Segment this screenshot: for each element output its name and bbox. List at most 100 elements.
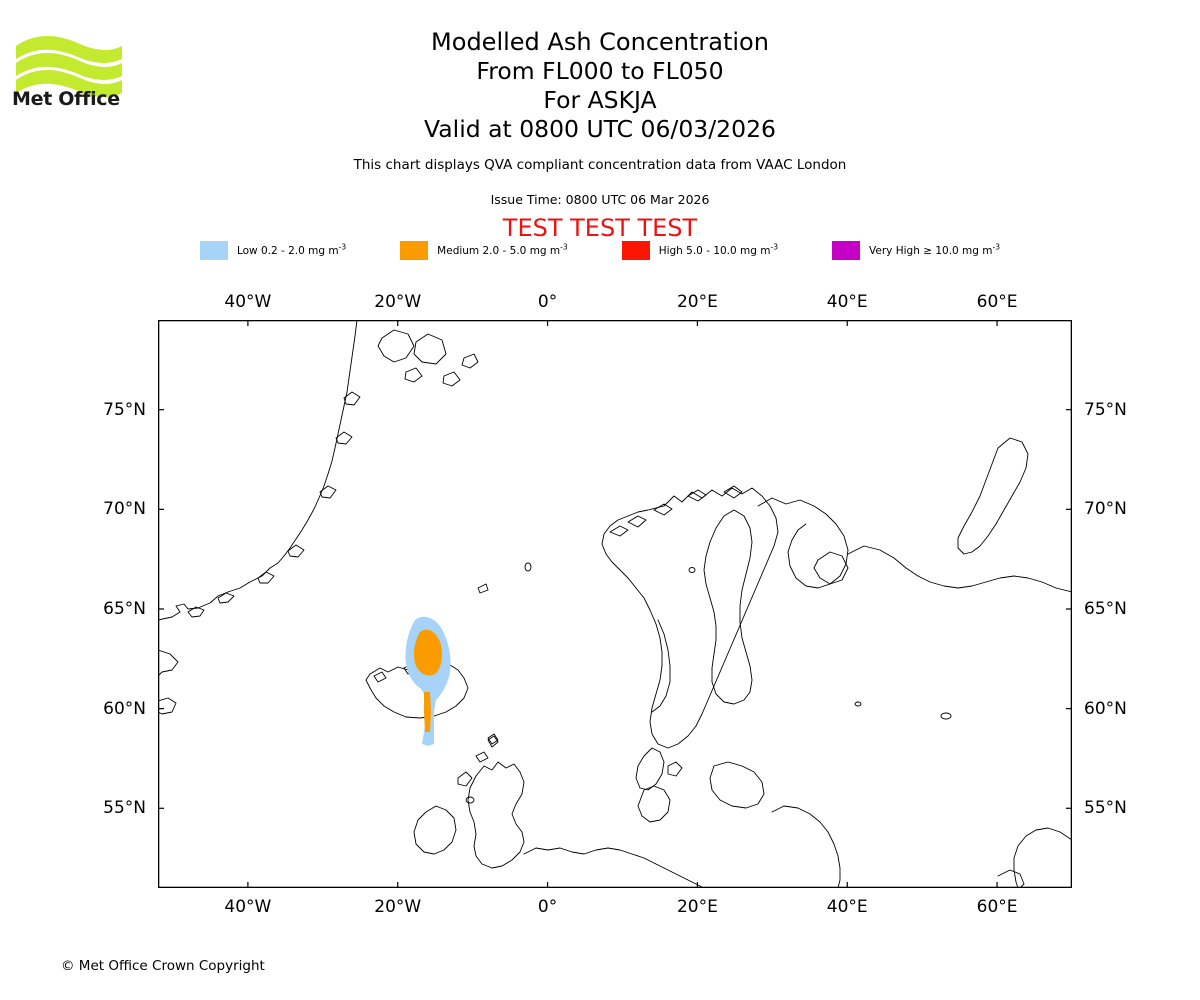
coast-baltic-states [709,761,765,809]
lon-tick-label-bottom: 40°W [224,897,272,917]
coast-orkney [475,751,489,763]
coast-caspian [1013,827,1072,888]
coast-lake-onega [854,701,862,707]
test-banner: TEST TEST TEST [502,214,698,242]
lon-tick-label-top: 0° [537,292,558,312]
coast-novaya-zemlya [957,437,1029,555]
page-title: Modelled Ash Concentration [431,28,769,56]
coast-shetland [487,733,499,745]
issue-time-label: Issue Time: 0800 UTC 06 Mar 2026 [490,192,710,207]
coast-outer-hebrides [457,771,473,787]
legend-swatch-very-high [832,241,861,260]
lon-tick-label-top: 20°E [676,292,718,312]
legend-spacer [568,250,622,251]
map-frame [158,320,1072,888]
coast-eastern-europe [771,805,841,888]
coast-svalbard-kvitoya [442,371,461,387]
legend-swatch-low [199,241,228,260]
legend-swatch-high [621,241,650,260]
lat-tick-label-right: 60°N [1084,698,1127,719]
coast-varanger [723,485,743,499]
lat-tick-label-right: 70°N [1084,499,1127,520]
lat-tick-label-right: 75°N [1084,399,1127,420]
ash-concentration-map: 40°W 20°W 0° 20°E 40°E 60°E 40°W 20°W 0° 20°E 40°… [103,292,1127,917]
copyright-notice: © Met Office Crown Copyright [61,958,265,974]
lat-tick-label-right: 55°N [1084,798,1127,819]
title-valid-time: Valid at 0800 UTC 06/03/2026 [424,115,776,143]
lon-tick-label-top: 20°W [374,292,422,312]
title-flight-levels: From FL000 to FL050 [476,57,724,85]
coast-north-germany [637,785,671,823]
coast-finnmark [687,489,707,502]
legend-spacer [778,250,832,251]
concentration-legend: Low 0.2 - 2.0 mg m-3 Medium 2.0 - 5.0 mg… [0,241,1200,260]
coast-black-sea [997,869,1025,888]
legend-swatch-medium [400,241,429,260]
map-canvas [158,320,1072,888]
met-office-logo [14,28,124,113]
coast-jan-mayen [477,583,489,594]
plume-medium-stem [424,692,431,732]
chart-subtitle: This chart displays QVA compliant concen… [353,157,847,173]
coast-svalbard-east [413,333,447,365]
coast-kola-peninsula [757,497,849,589]
ash-plume [405,616,451,746]
legend-label-very-high: Very High ≥ 10.0 mg m-3 [869,242,1001,257]
lon-tick-label-top: 40°E [826,292,868,312]
lat-tick-label-left: 70°N [103,499,146,520]
legend-label-high: High 5.0 - 10.0 mg m-3 [658,242,779,257]
coast-small-island-b [940,712,952,720]
coast-small-island-a [688,567,696,573]
legend-label-low: Low 0.2 - 2.0 mg m-3 [236,242,347,257]
legend-item-low: Low 0.2 - 2.0 mg m-3 [199,241,347,260]
coast-greenland-fjord-c [257,571,275,584]
coast-finland [703,509,753,705]
lat-tick-label-left: 55°N [103,798,146,819]
coast-vesteralen [627,515,647,528]
coast-greenland-fjord-e [319,485,337,499]
title-volcano: For ASKJA [543,86,657,114]
lon-tick-label-bottom: 20°W [374,897,422,917]
legend-item-very-high: Very High ≥ 10.0 mg m-3 [832,241,1000,260]
coast-isle-of-man [465,796,475,804]
coast-white-sea [813,551,849,585]
coast-greenland-fjord-a [187,606,205,618]
lat-tick-label-left: 75°N [103,399,146,420]
met-office-wordmark: Met Office [12,88,120,110]
legend-label-medium: Medium 2.0 - 5.0 mg m-3 [437,242,568,257]
coast-russia-arctic [847,545,1072,593]
coast-sweden-east [651,619,671,713]
coast-svalbard-edgeoya [404,367,423,383]
coast-iceland-westfjords [373,671,387,683]
plume-medium-band [413,629,443,676]
coast-greenland-fjord-d [287,544,305,558]
coast-nordaustlandet [461,353,479,369]
lon-tick-label-top: 60°E [976,292,1018,312]
coast-continental-europe [523,847,705,888]
lon-tick-label-bottom: 20°E [676,897,718,917]
lon-tick-label-bottom: 40°E [826,897,868,917]
lat-tick-label-right: 65°N [1084,598,1127,619]
legend-item-high: High 5.0 - 10.0 mg m-3 [621,241,779,260]
map-background [158,320,1072,888]
coast-greenland-fjord-f [335,431,353,445]
coast-ireland [413,805,457,855]
coast-greenland-fjord-b [217,592,235,604]
legend-spacer [346,250,400,251]
coast-scandinavia [601,487,779,749]
lat-tick-label-left: 65°N [103,598,146,619]
axis-ticks [158,320,1072,888]
legend-item-medium: Medium 2.0 - 5.0 mg m-3 [400,241,568,260]
coast-great-britain [467,761,525,869]
coast-troms [653,503,673,516]
coastlines [158,320,1072,888]
lat-tick-label-left: 60°N [103,698,146,719]
coast-greenland-fjord-g [343,391,361,406]
coast-zealand [667,761,683,777]
met-office-logo-waves [16,36,122,97]
coast-faroe-islands [487,735,499,748]
coast-bear-island [524,562,532,572]
lon-tick-label-bottom: 60°E [976,897,1018,917]
coast-denmark [635,747,665,791]
coast-lofoten [609,525,629,537]
